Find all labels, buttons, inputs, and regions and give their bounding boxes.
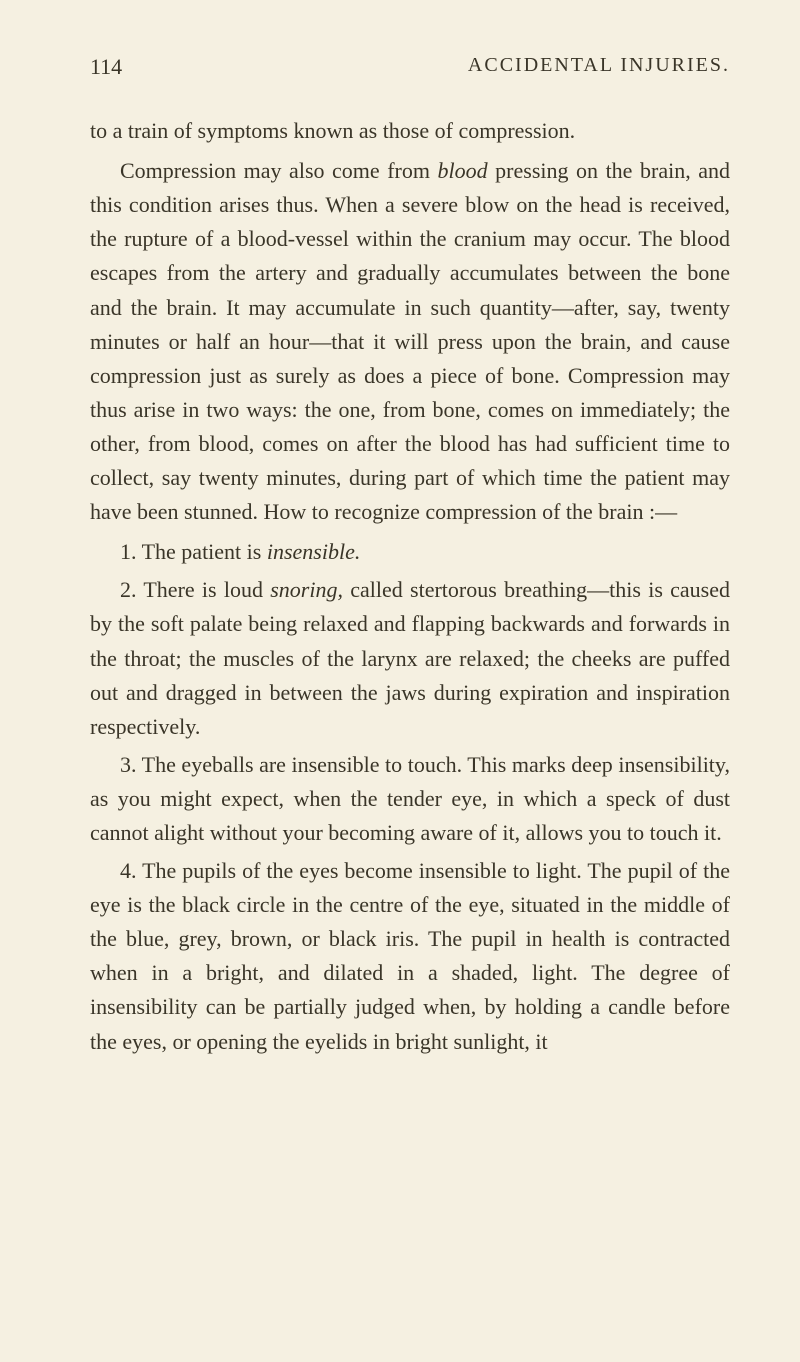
paragraph-1: to a train of symptoms known as those of…: [90, 114, 730, 148]
item1-text: 1. The patient is: [120, 539, 267, 564]
paragraph-2: Compression may also come from blood pre…: [90, 154, 730, 529]
para2-text-2: pressing on the brain, and this conditio…: [90, 158, 730, 524]
italic-insensible: insensible.: [267, 539, 361, 564]
para2-text-1: Compression may also come from: [120, 158, 438, 183]
italic-snoring: snoring,: [270, 577, 343, 602]
document-page: 114 ACCIDENTAL INJURIES. to a train of s…: [0, 0, 800, 1113]
italic-blood: blood: [438, 158, 488, 183]
page-title: ACCIDENTAL INJURIES.: [468, 50, 730, 84]
list-item-3: 3. The eyeballs are insensible to touch.…: [90, 748, 730, 850]
list-item-1: 1. The patient is insensible.: [90, 535, 730, 569]
page-number: 114: [90, 50, 122, 84]
list-item-2: 2. There is loud snoring, called stertor…: [90, 573, 730, 743]
item2-text-1: 2. There is loud: [120, 577, 270, 602]
list-item-4: 4. The pupils of the eyes become insensi…: [90, 854, 730, 1059]
page-header: 114 ACCIDENTAL INJURIES.: [90, 50, 730, 84]
